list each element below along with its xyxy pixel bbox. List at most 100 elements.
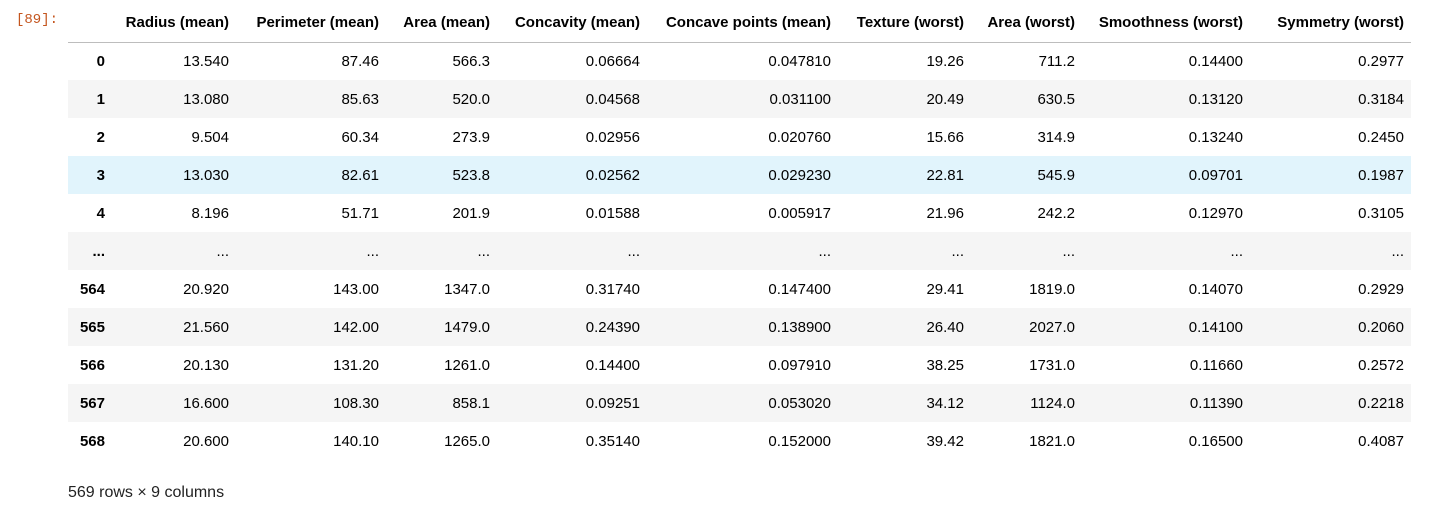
table-cell: 1261.0 (444, 356, 490, 374)
table-cell: 0.35140 (585, 432, 640, 450)
table-cell: 0.06664 (585, 52, 640, 70)
table-cell: 520.0 (452, 90, 490, 108)
table-cell: 0.31740 (585, 280, 640, 298)
table-row: 4 8.196 51.71 201.9 0.01588 0.005917 21.… (68, 194, 1411, 232)
table-cell: 1819.0 (1029, 280, 1075, 298)
column-header: Texture (worst) (838, 0, 971, 43)
table-cell: ... (366, 242, 379, 260)
table-cell: ... (818, 242, 831, 260)
table-cell: ... (627, 242, 640, 260)
table-cell: 108.30 (333, 394, 379, 412)
dataframe-output: Radius (mean) Perimeter (mean) Area (mea… (68, 0, 1411, 460)
table-cell: 22.81 (926, 166, 964, 184)
table-cell: 26.40 (926, 318, 964, 336)
table-cell: 16.600 (183, 394, 229, 412)
table-row: 1 13.080 85.63 520.0 0.04568 0.031100 20… (68, 80, 1411, 118)
table-cell: 0.2572 (1358, 356, 1404, 374)
column-header: Symmetry (worst) (1250, 0, 1411, 43)
table-cell: 0.1987 (1358, 166, 1404, 184)
table-cell: ... (477, 242, 490, 260)
row-index: 1 (96, 90, 105, 108)
table-cell: 142.00 (333, 318, 379, 336)
table-cell: 2027.0 (1029, 318, 1075, 336)
table-cell: 566.3 (452, 52, 490, 70)
table-cell: 0.13120 (1188, 90, 1243, 108)
table-cell: 0.13240 (1188, 128, 1243, 146)
table-cell: 13.540 (183, 52, 229, 70)
table-cell: 0.14400 (1188, 52, 1243, 70)
row-index: 2 (96, 128, 105, 146)
table-cell: 1265.0 (444, 432, 490, 450)
cell-execution-count: [89]: (16, 12, 59, 28)
table-cell: 0.4087 (1358, 432, 1404, 450)
table-cell: 0.2060 (1358, 318, 1404, 336)
table-cell: 13.030 (183, 166, 229, 184)
table-cell: 87.46 (341, 52, 379, 70)
row-index: 567 (79, 394, 105, 412)
table-row: 0 13.540 87.46 566.3 0.06664 0.047810 19… (68, 42, 1411, 80)
table-cell: 0.2218 (1358, 394, 1404, 412)
row-index: ... (92, 242, 105, 260)
dataframe-table: Radius (mean) Perimeter (mean) Area (mea… (68, 0, 1411, 460)
table-cell: 0.2450 (1358, 128, 1404, 146)
table-cell: 0.02562 (585, 166, 640, 184)
table-cell: 0.04568 (585, 90, 640, 108)
table-cell: 29.41 (926, 280, 964, 298)
table-cell: 0.3105 (1358, 204, 1404, 222)
table-cell: 15.66 (926, 128, 964, 146)
table-cell: 0.24390 (585, 318, 640, 336)
table-cell: 858.1 (452, 394, 490, 412)
table-row: 3 13.030 82.61 523.8 0.02562 0.029230 22… (68, 156, 1411, 194)
table-row: 564 20.920 143.00 1347.0 0.31740 0.14740… (68, 270, 1411, 308)
table-row-ellipsis: ... ... ... ... ... ... ... ... ... ... (68, 232, 1411, 270)
table-cell: 523.8 (452, 166, 490, 184)
table-cell: 19.26 (926, 52, 964, 70)
row-index: 4 (96, 204, 105, 222)
table-cell: 0.01588 (585, 204, 640, 222)
row-index: 568 (79, 432, 105, 450)
table-row: 568 20.600 140.10 1265.0 0.35140 0.15200… (68, 422, 1411, 460)
table-row: 566 20.130 131.20 1261.0 0.14400 0.09791… (68, 346, 1411, 384)
table-cell: 711.2 (1038, 52, 1075, 70)
table-row: 2 9.504 60.34 273.9 0.02956 0.020760 15.… (68, 118, 1411, 156)
table-cell: 1821.0 (1029, 432, 1075, 450)
table-cell: 34.12 (926, 394, 964, 412)
table-cell: 39.42 (926, 432, 964, 450)
row-index: 564 (79, 280, 105, 298)
table-row: 567 16.600 108.30 858.1 0.09251 0.053020… (68, 384, 1411, 422)
table-cell: 0.14100 (1188, 318, 1243, 336)
table-cell: 60.34 (341, 128, 379, 146)
table-cell: 0.031100 (769, 90, 831, 108)
dataframe-shape-summary: 569 rows × 9 columns (68, 484, 225, 501)
table-cell: 0.16500 (1188, 432, 1243, 450)
table-cell: ... (1391, 242, 1404, 260)
table-cell: 131.20 (333, 356, 379, 374)
row-index: 0 (96, 52, 105, 70)
table-cell: 0.2929 (1358, 280, 1404, 298)
column-header: Concavity (mean) (497, 0, 647, 43)
table-cell: 20.130 (183, 356, 229, 374)
table-cell: 82.61 (341, 166, 379, 184)
table-cell: 1124.0 (1030, 394, 1075, 412)
table-cell: 242.2 (1037, 204, 1075, 222)
column-header: Area (worst) (971, 0, 1082, 43)
column-header: Smoothness (worst) (1082, 0, 1250, 43)
table-cell: 9.504 (191, 128, 229, 146)
table-cell: ... (216, 242, 229, 260)
table-cell: 0.11390 (1189, 394, 1243, 412)
table-row: 565 21.560 142.00 1479.0 0.24390 0.13890… (68, 308, 1411, 346)
table-cell: 51.71 (341, 204, 379, 222)
table-cell: 0.11660 (1189, 356, 1243, 374)
table-cell: 140.10 (333, 432, 379, 450)
table-cell: ... (1230, 242, 1243, 260)
table-cell: 1731.0 (1029, 356, 1075, 374)
table-cell: 0.147400 (768, 280, 831, 298)
table-cell: 545.9 (1037, 166, 1075, 184)
table-cell: 0.029230 (768, 166, 831, 184)
column-header: Perimeter (mean) (236, 0, 386, 43)
table-cell: 0.3184 (1358, 90, 1404, 108)
table-cell: 0.138900 (768, 318, 831, 336)
table-cell: 20.920 (183, 280, 229, 298)
row-index: 565 (79, 318, 105, 336)
table-cell: 1347.0 (444, 280, 490, 298)
